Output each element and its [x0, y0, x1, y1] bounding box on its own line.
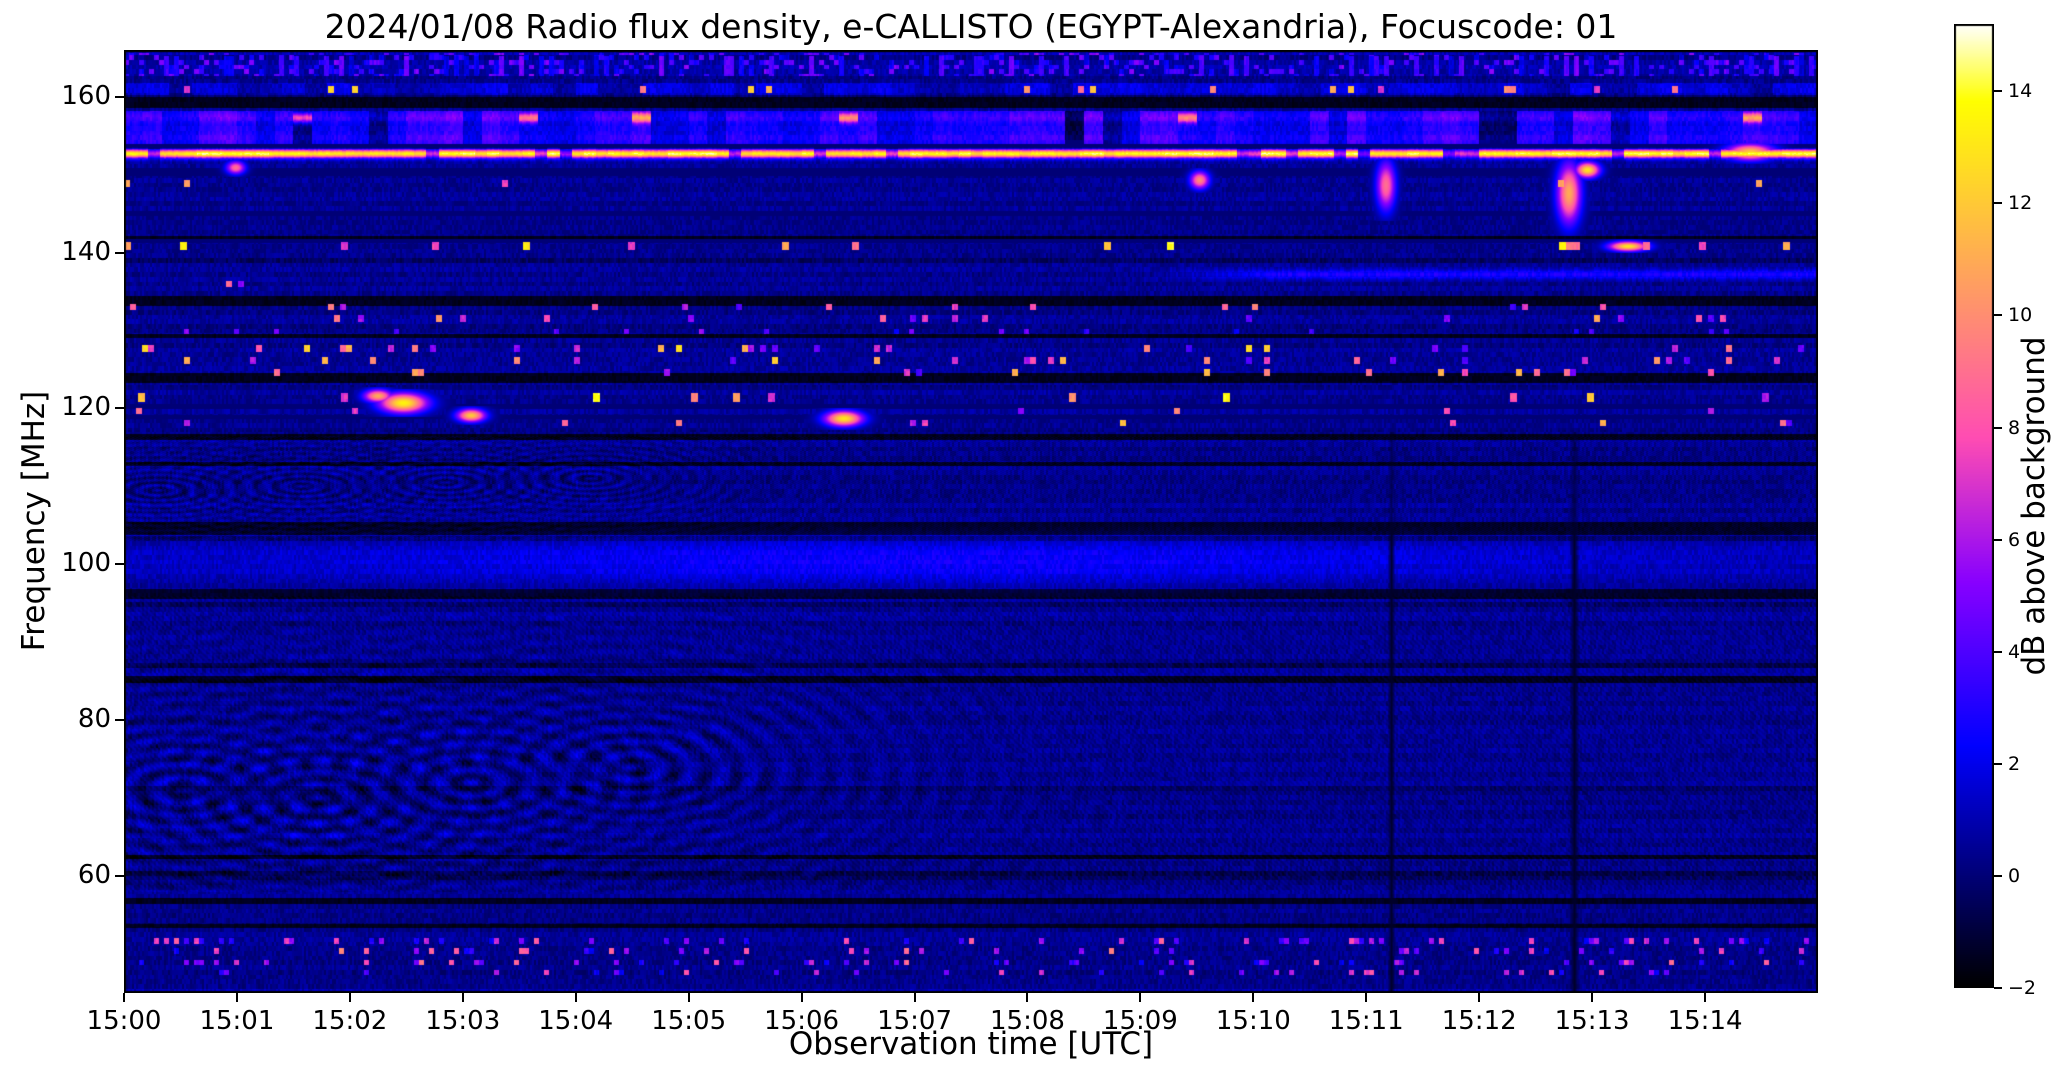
colorbar-tick-label: 14	[2008, 80, 2033, 103]
y-tick-mark	[115, 563, 124, 566]
x-tick-mark	[1365, 993, 1368, 1002]
x-axis-label: Observation time [UTC]	[788, 1026, 1154, 1062]
x-tick-mark	[235, 993, 238, 1002]
x-tick-label: 15:11	[1328, 1006, 1404, 1036]
colorbar-tick-mark	[1994, 874, 2002, 877]
y-tick-mark	[115, 251, 124, 254]
x-tick-mark	[1139, 993, 1142, 1002]
y-tick-mark	[115, 95, 124, 98]
colorbar-tick-mark	[1994, 987, 2002, 989]
x-tick-mark	[461, 993, 464, 1002]
x-tick-mark	[1026, 993, 1029, 1002]
y-tick-label: 160	[61, 80, 111, 111]
x-tick-mark	[574, 993, 577, 1002]
x-tick-label: 15:12	[1441, 1006, 1517, 1036]
x-tick-mark	[1252, 993, 1255, 1002]
y-tick-label: 80	[77, 704, 111, 735]
x-tick-label: 15:01	[199, 1006, 275, 1036]
colorbar-tick-mark	[1994, 426, 2002, 429]
chart-title: 2024/01/08 Radio flux density, e-CALLIST…	[324, 7, 1618, 46]
colorbar-tick-mark	[1994, 650, 2002, 653]
x-tick-label: 15:07	[877, 1006, 952, 1036]
colorbar-tick-label: 4	[2008, 640, 2021, 663]
x-tick-label: 15:03	[425, 1006, 501, 1036]
colorbar-tick-mark	[1994, 314, 2002, 317]
x-tick-mark	[1478, 993, 1481, 1002]
colorbar-tick-mark	[1994, 202, 2002, 205]
colorbar-tick-label: 12	[2008, 192, 2033, 215]
colorbar-tick-label: 0	[2008, 864, 2021, 887]
x-tick-mark	[1591, 993, 1594, 1002]
y-tick-mark	[115, 407, 124, 410]
colorbar-tick-label: 6	[2008, 528, 2021, 551]
colorbar-tick-label: 2	[2008, 752, 2021, 775]
x-tick-label: 15:08	[989, 1006, 1065, 1036]
y-axis-label: Frequency [MHz]	[16, 390, 52, 652]
x-tick-mark	[123, 993, 125, 1002]
y-tick-label: 120	[61, 392, 111, 423]
colorbar-tick-label: −2	[2008, 977, 2037, 999]
x-tick-label: 15:05	[651, 1006, 727, 1036]
x-tick-label: 15:04	[538, 1006, 614, 1036]
x-tick-mark	[800, 993, 803, 1002]
x-tick-mark	[1704, 993, 1707, 1002]
colorbar-tick-label: 8	[2008, 416, 2021, 439]
y-tick-mark	[115, 875, 124, 878]
x-tick-label: 15:14	[1667, 1006, 1743, 1036]
x-tick-label: 15:00	[86, 1006, 162, 1036]
y-tick-mark	[115, 719, 124, 722]
x-tick-label: 15:06	[764, 1006, 840, 1036]
y-tick-label: 140	[61, 236, 111, 267]
colorbar-tick-mark	[1994, 762, 2002, 765]
x-tick-mark	[913, 993, 916, 1002]
y-tick-label: 60	[77, 860, 111, 891]
colorbar-tick-mark	[1994, 538, 2002, 541]
x-tick-mark	[687, 993, 690, 1002]
x-tick-label: 15:10	[1215, 1006, 1291, 1036]
x-tick-mark	[348, 993, 351, 1002]
x-tick-label: 15:09	[1102, 1006, 1178, 1036]
spectrogram-heatmap	[124, 50, 1818, 993]
y-tick-label: 100	[61, 548, 111, 579]
x-tick-label: 15:13	[1554, 1006, 1630, 1036]
colorbar-tick-label: 10	[2008, 304, 2033, 327]
colorbar-tick-mark	[1994, 90, 2002, 93]
colorbar-label: dB above background	[2016, 336, 2052, 676]
colorbar-gradient	[1954, 24, 1994, 988]
x-tick-label: 15:02	[312, 1006, 388, 1036]
